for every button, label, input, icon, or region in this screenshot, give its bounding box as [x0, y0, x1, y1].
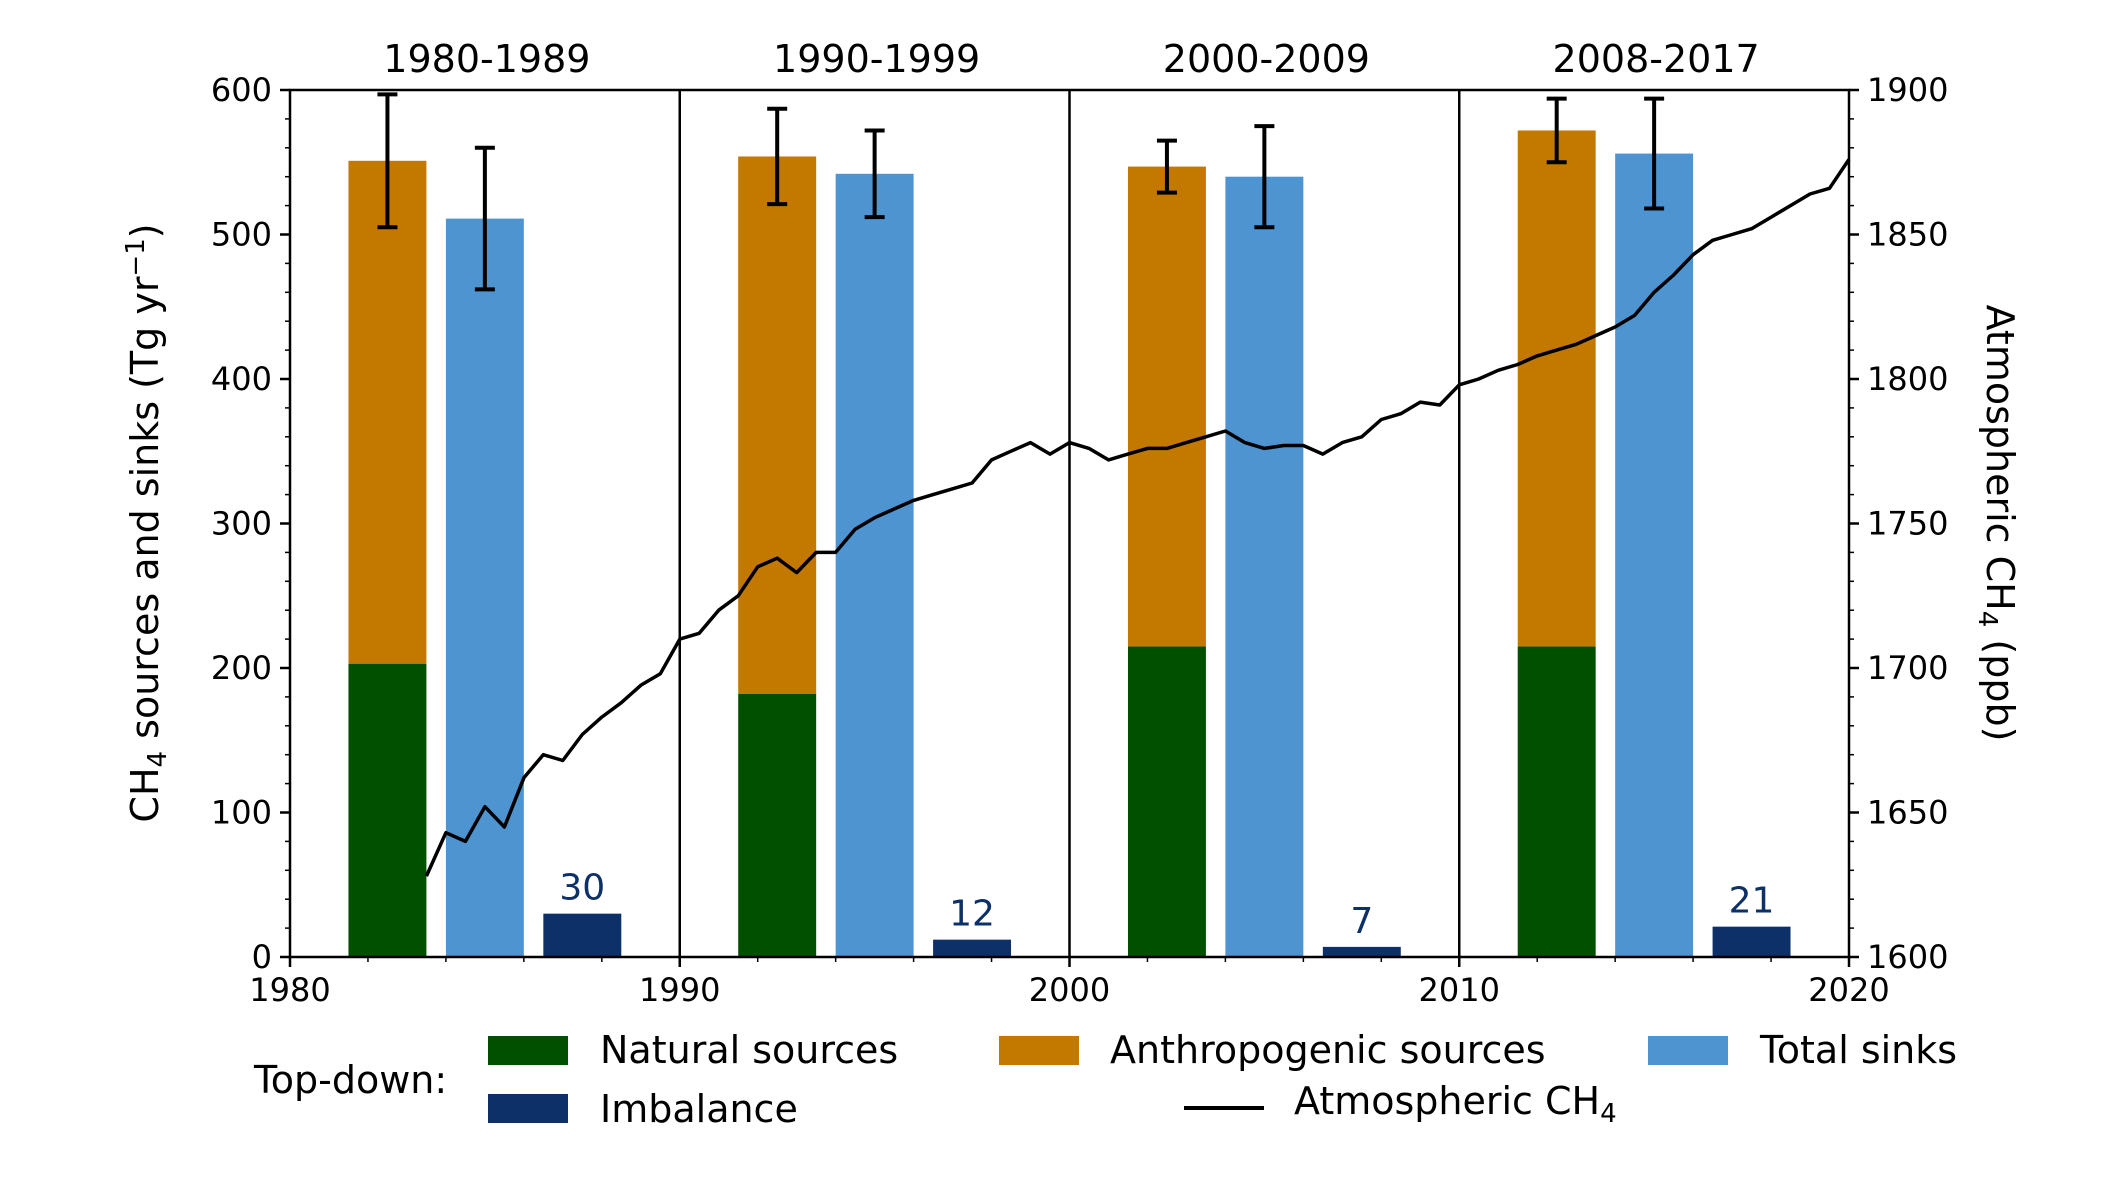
legend-label-sinks: Total sinks	[1759, 1028, 1957, 1072]
x-tick-labels: 1980 1990 2000 2010 2020	[249, 971, 1889, 1009]
legend-swatch-sinks	[1648, 1036, 1728, 1065]
atmospheric-ch4-series	[424, 158, 1851, 877]
y-left-title-rest: sources and sinks (Tg yr	[123, 276, 167, 751]
y-left-tick-label: 400	[211, 360, 272, 398]
y-left-tick-label: 500	[211, 216, 272, 254]
period-dividers	[678, 90, 1461, 957]
legend-atmo-main: Atmospheric CH	[1294, 1079, 1600, 1123]
sinks-error-bar	[1644, 96, 1665, 211]
legend: Top-down: Natural sources Anthropogenic …	[253, 1028, 1957, 1131]
x-tick-label: 2010	[1419, 971, 1500, 1009]
y-right-tick-label: 1650	[1867, 794, 1948, 832]
legend-title: Top-down:	[253, 1058, 447, 1102]
imbalance-data-label: 7	[1350, 901, 1373, 942]
y-left-tick-label: 200	[211, 649, 272, 687]
sources-error-bar	[1156, 138, 1177, 195]
legend-swatch-imbalance	[488, 1094, 568, 1123]
y-right-tick-labels: 1600 1650 1700 1750 1800 1850 1900	[1867, 71, 1948, 976]
axes	[280, 88, 1859, 967]
y-right-tick-label: 1750	[1867, 505, 1948, 543]
sources-error-bar	[1546, 96, 1567, 165]
period-labels: 1980-1989 1990-1999 2000-2009 2008-2017	[383, 37, 1759, 81]
total-sinks-bar	[1615, 153, 1694, 957]
period-label: 1980-1989	[383, 37, 590, 81]
sources-error-bar	[767, 106, 788, 207]
y-right-title-sub: 4	[1972, 611, 2002, 628]
anthropogenic-sources-bar	[348, 160, 427, 664]
legend-label-natural: Natural sources	[600, 1028, 898, 1072]
legend-label-atmospheric: Atmospheric CH4	[1294, 1079, 1617, 1129]
anthropogenic-sources-bar	[738, 156, 817, 695]
y-left-title-end: )	[123, 223, 167, 238]
sources-error-bar	[377, 92, 398, 230]
imbalance-bar	[933, 939, 1012, 957]
y-left-tick-label: 0	[252, 938, 272, 976]
x-tick-label: 2020	[1808, 971, 1889, 1009]
imbalance-bar	[1322, 946, 1401, 957]
period-label: 2008-2017	[1553, 37, 1760, 81]
bars-layer	[348, 130, 1791, 958]
y-left-tick-label: 100	[211, 794, 272, 832]
imbalance-bar	[1712, 926, 1791, 957]
imbalance-data-label: 30	[559, 868, 605, 909]
y-right-title-end: (ppb)	[1978, 627, 2022, 741]
y-left-tick-label: 300	[211, 505, 272, 543]
x-tick-label: 1980	[249, 971, 330, 1009]
natural-sources-bar	[1517, 646, 1596, 957]
y-right-tick-label: 1600	[1867, 938, 1948, 976]
natural-sources-bar	[738, 694, 817, 957]
legend-atmo-sub: 4	[1600, 1099, 1617, 1129]
anthropogenic-sources-bar	[1517, 130, 1596, 647]
y-left-axis-title: CH4 sources and sinks (Tg yr−1)	[121, 223, 173, 822]
y-left-title-sub: 4	[143, 751, 173, 768]
x-tick-label: 2000	[1029, 971, 1110, 1009]
y-left-tick-labels: 0 100 200 300 400 500 600	[211, 71, 272, 976]
legend-label-anthropogenic: Anthropogenic sources	[1110, 1028, 1546, 1072]
legend-label-imbalance: Imbalance	[600, 1087, 798, 1131]
sinks-error-bar	[1254, 124, 1275, 230]
legend-swatch-anthropogenic	[999, 1036, 1079, 1065]
imbalance-data-label: 21	[1729, 881, 1775, 922]
imbalance-labels: 30 12 7 21	[559, 868, 1774, 942]
y-right-tick-label: 1800	[1867, 360, 1948, 398]
sinks-error-bar	[474, 145, 495, 292]
y-right-title-main: Atmospheric CH	[1978, 305, 2022, 611]
imbalance-data-label: 12	[949, 894, 995, 935]
y-left-tick-label: 600	[211, 71, 272, 109]
y-left-title-sup: −1	[121, 238, 151, 276]
y-right-tick-label: 1850	[1867, 216, 1948, 254]
total-sinks-bar	[1225, 176, 1304, 957]
total-sinks-bar	[835, 173, 914, 957]
natural-sources-bar	[348, 663, 427, 957]
legend-swatch-natural	[488, 1036, 568, 1065]
imbalance-bar	[543, 913, 622, 957]
error-bars	[377, 92, 1665, 292]
y-right-tick-label: 1700	[1867, 649, 1948, 687]
sinks-error-bar	[864, 128, 885, 220]
atmospheric-ch4-line	[424, 158, 1851, 877]
period-label: 1990-1999	[773, 37, 980, 81]
total-sinks-bar	[445, 218, 524, 958]
y-left-title-ch: CH	[123, 767, 167, 822]
y-right-axis-title: Atmospheric CH4 (ppb)	[1972, 305, 2022, 742]
anthropogenic-sources-bar	[1127, 166, 1206, 647]
natural-sources-bar	[1127, 646, 1206, 957]
y-right-tick-label: 1900	[1867, 71, 1948, 109]
x-tick-label: 1990	[639, 971, 720, 1009]
period-label: 2000-2009	[1163, 37, 1370, 81]
